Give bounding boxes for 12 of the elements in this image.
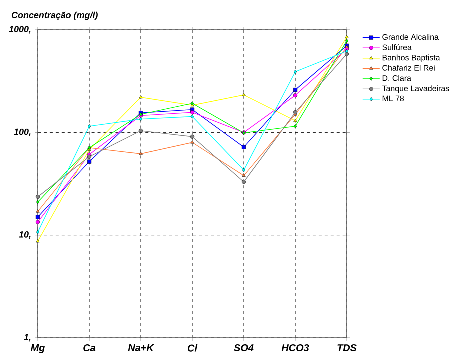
y-tick-label: 100,: [14, 128, 31, 136]
x-tick-label: Cl: [188, 344, 198, 352]
y-tick-label: 10,: [19, 232, 31, 240]
x-tick-label: SO4: [234, 344, 254, 352]
y-tick-label: 1000,: [9, 26, 31, 34]
y-tick-label: 1,: [24, 334, 31, 342]
x-tick-label: Mg: [30, 344, 46, 354]
x-tick-label: Ca: [84, 344, 96, 352]
y-axis-title: Concentração (mg/l): [12, 12, 98, 20]
x-tick-label: TDS: [338, 344, 357, 352]
x-tick-label: HCO3: [282, 344, 310, 352]
x-tick-label: Na+K: [128, 344, 154, 352]
